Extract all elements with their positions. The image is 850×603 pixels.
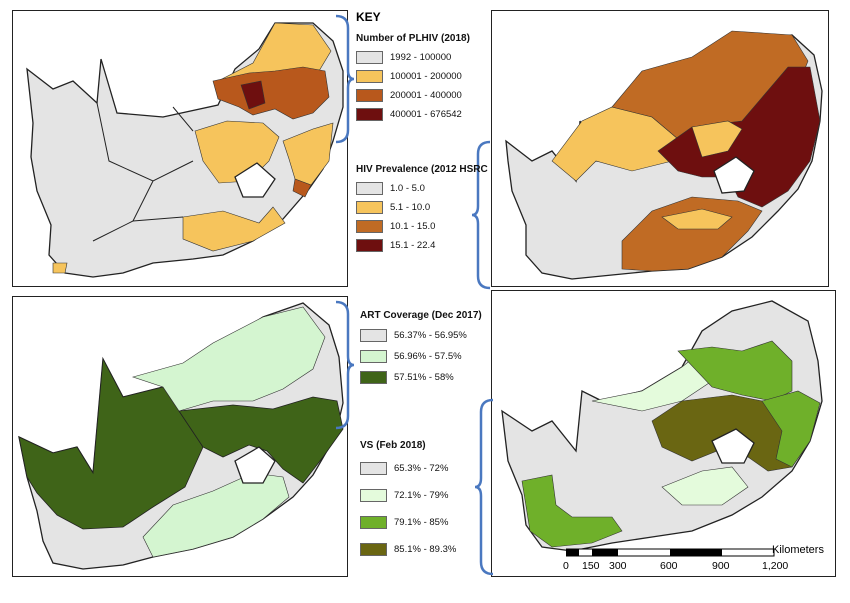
legend-item: 400001 - 676542 — [356, 105, 470, 124]
legend-label: 79.1% - 85% — [394, 517, 449, 528]
legend-title: Number of PLHIV (2018) — [356, 33, 470, 44]
region-green-kzn — [761, 390, 821, 468]
legend-label: 400001 - 676542 — [390, 109, 462, 120]
region-yellow-ec — [661, 208, 733, 230]
legend-label: 56.96% - 57.5% — [394, 351, 462, 362]
map-panel-vs — [491, 290, 836, 577]
legend-vs: VS (Feb 2018) 65.3% - 72% 72.1% - 79% 79… — [360, 440, 456, 563]
legend-label: 5.1 - 10.0 — [390, 202, 431, 213]
map-panel-art — [12, 296, 348, 577]
brace-art — [335, 300, 355, 430]
scale-tick: 900 — [712, 560, 730, 572]
region-pale-ec — [661, 466, 749, 506]
scale-unit: Kilometers — [772, 544, 824, 556]
legend-swatch — [360, 350, 387, 363]
legend-label: 10.1 - 15.0 — [390, 221, 436, 232]
legend-swatch — [360, 371, 387, 384]
legend-swatch — [356, 108, 383, 121]
scale-tick: 0 — [563, 560, 569, 572]
legend-item: 57.51% - 58% — [360, 367, 482, 388]
legend-label: 56.37% - 56.95% — [394, 330, 467, 341]
legend-swatch — [360, 329, 387, 342]
brace-prevalence — [471, 140, 491, 290]
legend-item: 100001 - 200000 — [356, 67, 470, 86]
art-map — [18, 302, 344, 570]
legend-label: 100001 - 200000 — [390, 71, 462, 82]
legend-swatch — [360, 516, 387, 529]
brace-vs — [474, 398, 494, 576]
legend-item: 65.3% - 72% — [360, 455, 456, 482]
legend-label: 65.3% - 72% — [394, 463, 449, 474]
legend-plhiv: Number of PLHIV (2018) 1992 - 100000 100… — [356, 33, 470, 124]
legend-art: ART Coverage (Dec 2017) 56.37% - 56.95% … — [360, 310, 482, 388]
legend-item: 56.37% - 56.95% — [360, 325, 482, 346]
lesotho — [713, 156, 755, 194]
region-green-wc — [521, 474, 623, 548]
region-lightgreen-south — [142, 472, 290, 558]
legend-swatch — [356, 239, 383, 252]
legend-swatch — [356, 182, 383, 195]
lesotho — [234, 446, 276, 484]
region-darkred-east — [657, 66, 821, 208]
brace-plhiv — [335, 14, 355, 144]
map-panel-prevalence — [491, 10, 829, 287]
plhiv-map — [26, 22, 344, 278]
region-brown-north — [212, 66, 330, 120]
scale-bar: Kilometers 0 150 300 600 900 1,200 — [563, 544, 830, 576]
region-yellow-wc — [52, 262, 68, 274]
lesotho — [234, 162, 276, 198]
legend-item: 85.1% - 89.3% — [360, 536, 456, 563]
scale-tick: 150 — [582, 560, 600, 572]
legend-swatch — [356, 51, 383, 64]
legend-title: VS (Feb 2018) — [360, 440, 426, 451]
key-heading: KEY — [356, 10, 381, 24]
legend-item: 10.1 - 15.0 — [356, 217, 488, 236]
legend-title: ART Coverage (Dec 2017) — [360, 310, 482, 321]
legend-item: 72.1% - 79% — [360, 482, 456, 509]
legend-item: 5.1 - 10.0 — [356, 198, 488, 217]
legend-swatch — [360, 489, 387, 502]
region-green-north — [677, 340, 793, 402]
region-darkgreen-east — [178, 396, 344, 484]
legend-title: HIV Prevalence (2012 HSRC — [356, 164, 488, 175]
legend-swatch — [356, 89, 383, 102]
legend-item: 79.1% - 85% — [360, 509, 456, 536]
legend-label: 200001 - 400000 — [390, 90, 462, 101]
map-panel-plhiv — [12, 10, 348, 287]
legend-item: 56.96% - 57.5% — [360, 346, 482, 367]
legend-item: 1.0 - 5.0 — [356, 179, 488, 198]
scale-tick: 1,200 — [762, 560, 789, 572]
region-lightgreen-north — [131, 306, 326, 412]
prevalence-map — [505, 30, 823, 280]
region-yellow-kzn — [282, 122, 334, 186]
legend-label: 1.0 - 5.0 — [390, 183, 425, 194]
region-brown-kzn — [292, 178, 312, 198]
lesotho — [711, 428, 755, 464]
legend-swatch — [356, 201, 383, 214]
scale-tick: 600 — [660, 560, 678, 572]
legend-label: 72.1% - 79% — [394, 490, 449, 501]
scale-bar-graphic — [566, 548, 775, 557]
legend-label: 1992 - 100000 — [390, 52, 452, 63]
vs-map — [501, 300, 823, 552]
legend-item: 200001 - 400000 — [356, 86, 470, 105]
legend-label: 57.51% - 58% — [394, 372, 454, 383]
legend-swatch — [356, 220, 383, 233]
legend-prevalence: HIV Prevalence (2012 HSRC 1.0 - 5.0 5.1 … — [356, 164, 488, 255]
legend-item: 1992 - 100000 — [356, 48, 470, 67]
scale-tick: 300 — [609, 560, 627, 572]
region-darkred-gauteng — [240, 80, 266, 110]
legend-label: 85.1% - 89.3% — [394, 544, 457, 555]
legend-label: 15.1 - 22.4 — [390, 240, 436, 251]
region-yellow-fs — [691, 120, 743, 158]
legend-swatch — [356, 70, 383, 83]
region-yellow-ec — [182, 206, 286, 252]
legend-swatch — [360, 543, 387, 556]
province-lines — [92, 102, 194, 242]
legend-item: 15.1 - 22.4 — [356, 236, 488, 255]
legend-swatch — [360, 462, 387, 475]
